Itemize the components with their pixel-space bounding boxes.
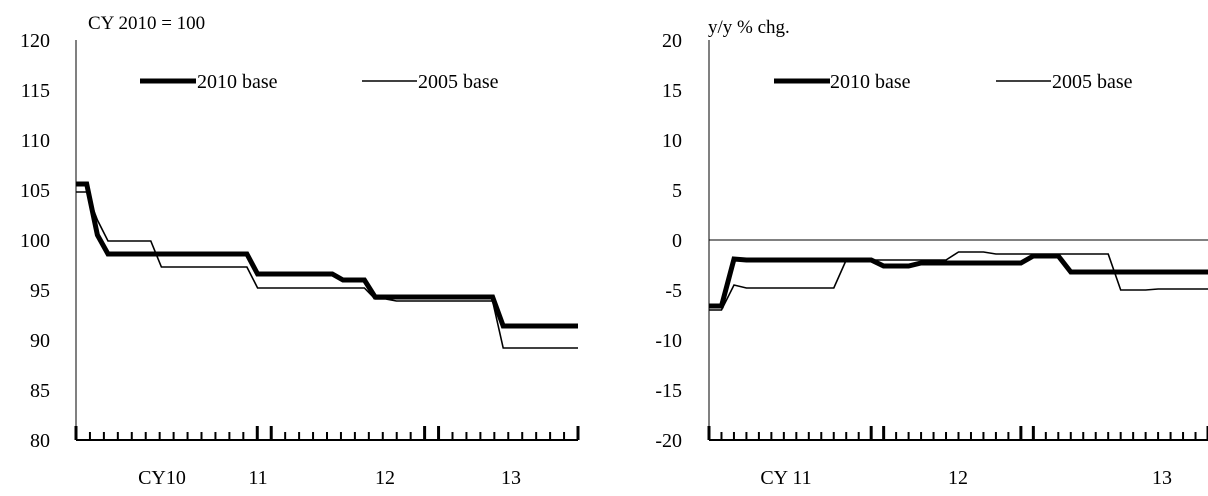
- x-period-label: CY 11: [760, 467, 811, 489]
- x-period-label: 12: [948, 467, 968, 489]
- y-tick-label: -20: [655, 430, 682, 452]
- y-tick-label: 15: [662, 80, 682, 102]
- x-period-label: 12: [375, 467, 395, 489]
- y-tick-label: -15: [655, 380, 682, 402]
- left-x-period-labels: CY10 11 12 13: [138, 467, 521, 489]
- right-y-unit-label: y/y % chg.: [708, 17, 790, 38]
- y-tick-label: -5: [665, 280, 682, 302]
- right-series-lines: [709, 251, 1208, 311]
- series-line-2010-base: [709, 253, 1208, 309]
- left-series-lines: [76, 181, 578, 349]
- left-legend: 2010 base 2005 base: [140, 71, 499, 93]
- right-x-ticks: [707, 426, 1208, 440]
- right-legend: 2010 base 2005 base: [774, 71, 1133, 93]
- right-legend-label-2005: 2005 base: [1052, 71, 1133, 93]
- series-line-2005-base: [76, 191, 578, 349]
- y-tick-label: 20: [662, 30, 682, 52]
- y-tick-label: 115: [21, 80, 50, 102]
- left-y-unit-label: CY 2010 = 100: [88, 13, 205, 34]
- left-y-tick-labels: 120 115 110 105 100 95 90 85 80: [20, 30, 50, 452]
- x-period-label: 11: [248, 467, 267, 489]
- y-tick-label: 110: [21, 130, 50, 152]
- right-chart: y/y % chg. 20 15 10 5 0 -5 -10 -15 -20 CY 11 12 13…: [655, 17, 1208, 489]
- y-tick-label: 105: [20, 180, 50, 202]
- left-legend-label-2005: 2005 base: [418, 71, 499, 93]
- x-period-label: CY10: [138, 467, 186, 489]
- right-y-tick-labels: 20 15 10 5 0 -5 -10 -15 -20: [655, 30, 682, 452]
- y-tick-label: 95: [30, 280, 50, 302]
- y-tick-label: -10: [655, 330, 682, 352]
- y-tick-label: 0: [672, 230, 682, 252]
- series-line-2005-base: [709, 251, 1208, 311]
- y-tick-label: 10: [662, 130, 682, 152]
- x-period-label: 13: [501, 467, 521, 489]
- right-legend-label-2010: 2010 base: [830, 71, 911, 93]
- y-tick-label: 85: [30, 380, 50, 402]
- left-chart: CY 2010 = 100 120 115 110 105 100 95 90 85 80 CY…: [20, 13, 580, 489]
- left-x-ticks: [74, 426, 580, 440]
- y-tick-label: 5: [672, 180, 682, 202]
- y-tick-label: 100: [20, 230, 50, 252]
- left-legend-label-2010: 2010 base: [197, 71, 278, 93]
- y-tick-label: 80: [30, 430, 50, 452]
- y-tick-label: 120: [20, 30, 50, 52]
- x-period-label: 13: [1152, 467, 1172, 489]
- right-x-period-labels: CY 11 12 13: [760, 467, 1172, 489]
- y-tick-label: 90: [30, 330, 50, 352]
- series-line-2010-base: [76, 181, 578, 329]
